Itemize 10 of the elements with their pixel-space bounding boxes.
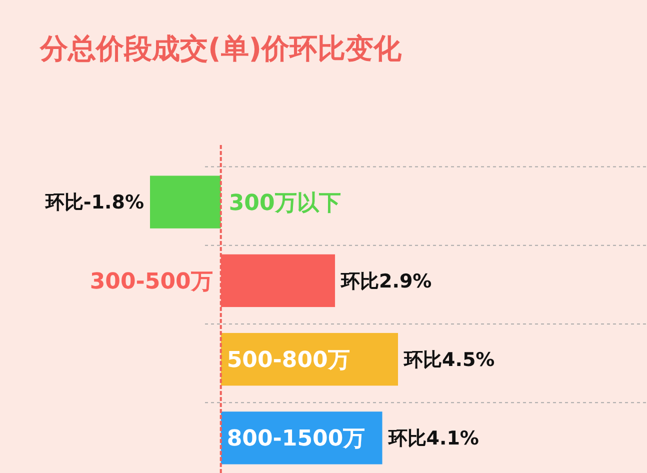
y-tick-label: 800-1500万	[226, 426, 366, 452]
data-label: 环比-1.8%	[44, 192, 144, 214]
data-label: 环比4.1%	[387, 428, 479, 450]
y-tick-label: 300万以下	[228, 190, 341, 216]
chart-title: 分总价段成交(单)价环比变化	[39, 32, 403, 65]
bar	[150, 176, 221, 228]
y-tick-label: 300-500万	[90, 269, 213, 294]
y-tick-label: 500-800万	[226, 348, 350, 374]
data-label: 环比4.5%	[403, 348, 495, 371]
data-label: 环比2.9%	[340, 270, 432, 292]
